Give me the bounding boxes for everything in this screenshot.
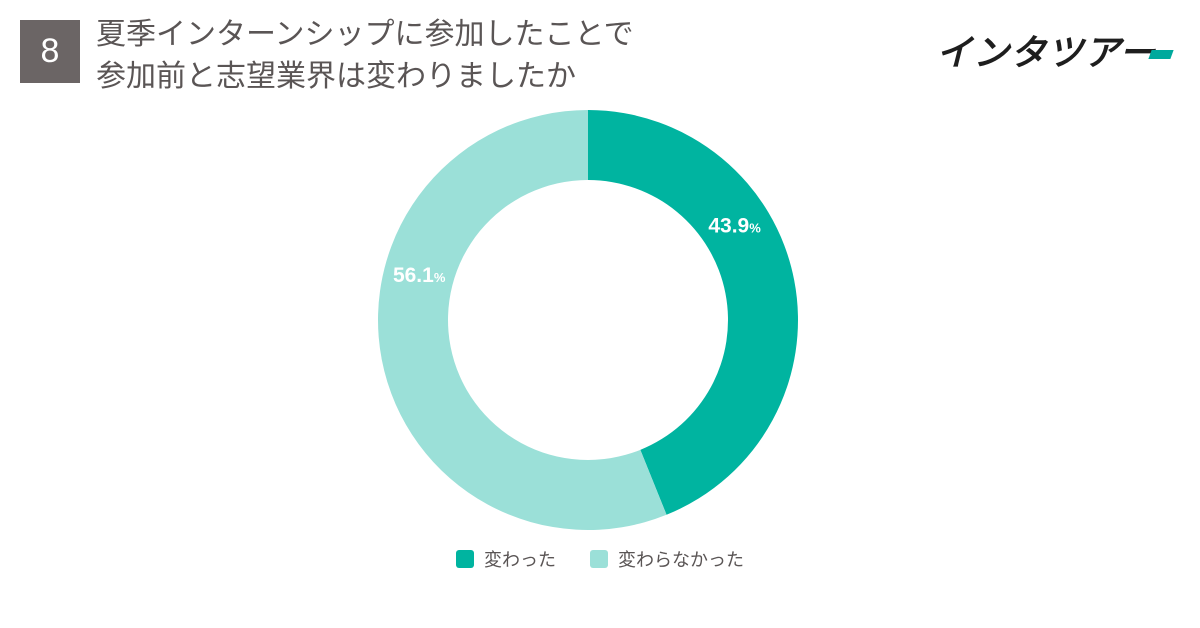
legend-label-changed: 変わった	[484, 550, 556, 571]
question-title-line-2: 参加前と志望業界は変わりましたか	[96, 59, 576, 94]
donut-label-unchanged: 56.1%	[393, 264, 446, 287]
brand-logo-text: インタツアー	[936, 33, 1156, 74]
brand-logo: インタツアー	[936, 24, 1174, 76]
legend-swatch-changed	[456, 550, 474, 568]
legend-item-changed: 変わった	[456, 546, 556, 572]
question-title: 夏季インターンシップに参加したことで 参加前と志望業界は変わりましたか	[96, 14, 856, 98]
legend-item-unchanged: 変わらなかった	[590, 546, 744, 572]
donut-label-changed: 43.9%	[708, 214, 761, 237]
legend-label-unchanged: 変わらなかった	[618, 550, 744, 571]
question-title-line-1: 夏季インターンシップに参加したことで	[96, 17, 634, 52]
question-number-badge: 8	[20, 20, 80, 83]
chart-legend: 変わった 変わらなかった	[0, 546, 1200, 572]
donut-slice-unchanged	[378, 110, 667, 530]
legend-swatch-unchanged	[590, 550, 608, 568]
donut-slice-changed	[588, 110, 799, 515]
